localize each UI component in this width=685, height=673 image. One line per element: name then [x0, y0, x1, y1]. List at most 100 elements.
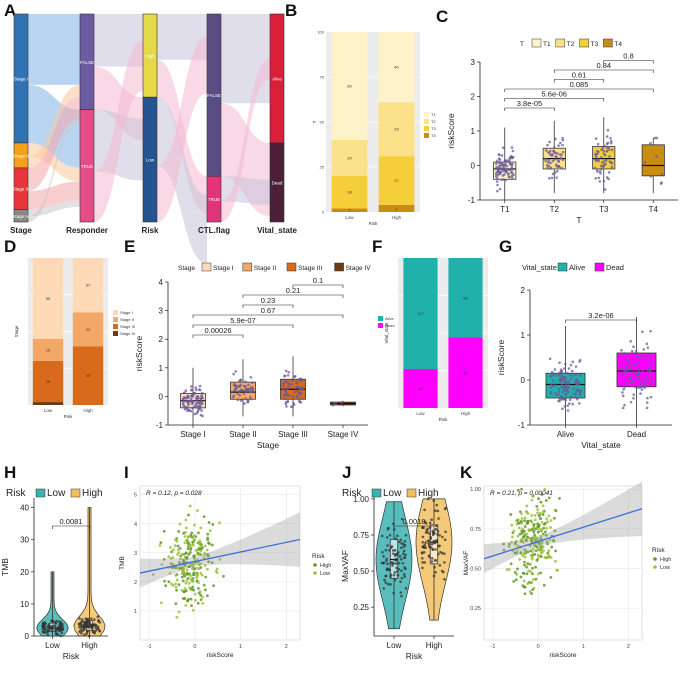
- x-tick-label: T1: [500, 205, 510, 214]
- sankey-axis-label: Stage: [10, 226, 32, 235]
- jitter-point: [292, 403, 296, 407]
- jitter-point: [503, 173, 506, 176]
- jitter-point: [282, 381, 285, 385]
- bar-data-label: 47: [463, 370, 468, 375]
- confidence-band: [140, 512, 300, 588]
- jitter-point: [426, 539, 430, 543]
- jitter-point: [295, 395, 298, 399]
- y-tick-label: 0: [322, 210, 325, 215]
- jitter-point: [90, 617, 93, 620]
- jitter-point: [564, 398, 568, 402]
- jitter-point: [567, 367, 571, 370]
- correlation-annotation: R = 0.12, p = 0.028: [146, 490, 202, 497]
- x-tick-label: Stage IV: [328, 430, 359, 439]
- y-tick-label: 1: [521, 331, 526, 340]
- jitter-point: [500, 154, 504, 157]
- jitter-point: [80, 624, 83, 628]
- jitter-point: [574, 396, 577, 399]
- jitter-point: [397, 561, 401, 565]
- x-tick-label: -1: [147, 644, 152, 650]
- jitter-point: [85, 632, 88, 636]
- scatter-point: [541, 513, 545, 516]
- legend-swatch: [579, 38, 589, 48]
- jitter-point: [655, 136, 659, 140]
- jitter-point: [551, 384, 555, 388]
- scatter-point: [193, 523, 196, 527]
- sankey-node: [269, 142, 285, 223]
- scatter-point: [533, 533, 536, 537]
- jitter-point: [428, 545, 431, 549]
- pvalue-label: 5.6e-06: [542, 90, 567, 99]
- jitter-point: [498, 171, 502, 175]
- scatter-point: [523, 560, 526, 564]
- scatter-point: [530, 520, 534, 524]
- jitter-point: [232, 394, 236, 398]
- jitter-point: [553, 151, 557, 155]
- jitter-point: [593, 166, 597, 170]
- jitter-point: [97, 629, 101, 632]
- scatter-point: [531, 494, 535, 498]
- scatter-point: [523, 525, 527, 528]
- x-tick-label: High: [461, 411, 471, 416]
- jitter-point: [248, 395, 252, 399]
- jitter-point: [642, 348, 646, 351]
- scatter-point: [181, 579, 185, 583]
- jitter-point: [639, 382, 642, 386]
- scatter-point: [529, 553, 533, 557]
- jitter-point: [566, 404, 570, 407]
- scatter-point: [531, 572, 534, 576]
- scatter-point: [186, 547, 190, 551]
- jitter-point: [594, 137, 598, 140]
- scatter-point: [544, 534, 548, 537]
- scatter-point: [175, 578, 179, 582]
- sankey-node-label: Stage III: [13, 187, 30, 192]
- scatter-point: [525, 532, 529, 536]
- pvalue-bracket: [504, 98, 605, 102]
- jitter-point: [59, 620, 63, 624]
- jitter-point: [92, 629, 96, 633]
- scatter-point: [203, 564, 207, 567]
- jitter-point: [509, 168, 512, 172]
- jitter-point: [295, 381, 298, 384]
- jitter-point: [394, 554, 397, 557]
- jitter-point: [331, 403, 335, 407]
- scatter-point: [207, 560, 210, 564]
- bar-data-label: 29: [394, 127, 399, 132]
- scatter-point: [187, 565, 191, 569]
- jitter-point: [384, 581, 388, 584]
- scatter-point: [151, 573, 155, 577]
- scatter-point: [193, 554, 196, 558]
- scatter-point: [539, 537, 543, 541]
- legend-title: Stage: [178, 265, 195, 272]
- jitter-point: [554, 137, 557, 141]
- scatter-point: [520, 512, 524, 516]
- y-tick-label: 30: [20, 536, 29, 545]
- jitter-point: [603, 144, 607, 148]
- jitter-point: [510, 176, 514, 179]
- scatter-point: [537, 497, 540, 501]
- scatter-point: [550, 545, 554, 549]
- jitter-point: [50, 619, 53, 623]
- jitter-point: [546, 150, 550, 154]
- legend-swatch: [313, 571, 317, 575]
- jitter-point: [632, 363, 635, 366]
- pvalue-label: 5.9e-07: [230, 316, 255, 325]
- jitter-point: [600, 164, 603, 168]
- scatter-point: [549, 556, 553, 560]
- x-axis-title: Stage: [257, 440, 279, 450]
- scatter-point: [204, 575, 208, 579]
- jitter-point: [578, 393, 582, 397]
- jitter-point: [503, 159, 507, 162]
- scatter-point: [529, 581, 533, 585]
- jitter-point: [629, 339, 632, 343]
- jitter-point: [561, 378, 565, 381]
- jitter-point: [645, 401, 649, 404]
- jitter-point: [398, 540, 401, 544]
- jitter-point: [544, 149, 548, 152]
- jitter-point: [236, 392, 239, 395]
- jitter-point: [637, 367, 641, 371]
- scatter-point: [534, 539, 538, 542]
- scatter-point: [537, 541, 541, 545]
- legend-swatch: [313, 563, 317, 567]
